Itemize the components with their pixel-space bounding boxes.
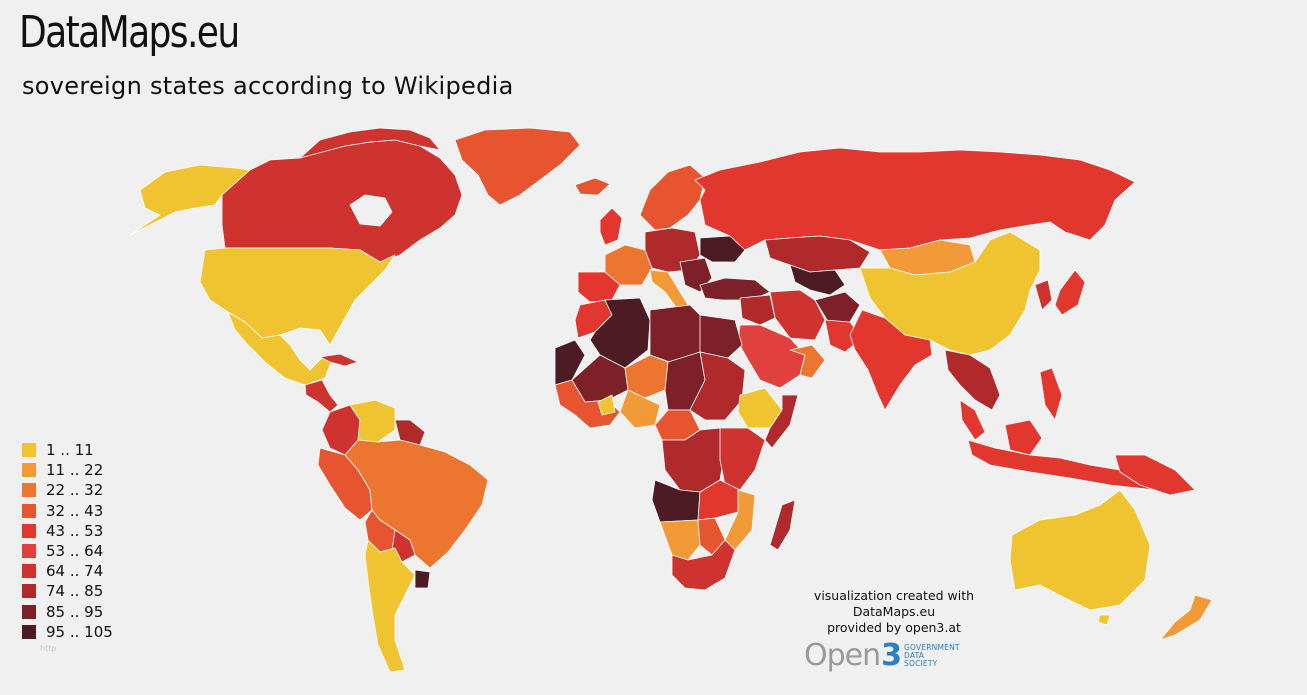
- region-greenland[interactable]: [454, 127, 581, 206]
- legend-swatch: [22, 564, 36, 579]
- open3-logo[interactable]: Open 3 GOVERNMENT DATA SOCIETY: [804, 638, 960, 673]
- legend-item: 53 .. 64: [22, 541, 113, 561]
- region-egypt[interactable]: [699, 314, 743, 359]
- legend-label: 85 .. 95: [46, 602, 104, 621]
- region-russia[interactable]: [694, 147, 1136, 251]
- legend-swatch: [22, 463, 36, 478]
- open3-sub-line: DATA: [904, 650, 925, 660]
- region-iraq-syria[interactable]: [739, 294, 776, 326]
- legend-label: 32 .. 43: [46, 501, 104, 520]
- region-philippines[interactable]: [1039, 367, 1063, 421]
- region-central-asia[interactable]: [789, 264, 846, 296]
- region-west-africa[interactable]: [554, 379, 621, 429]
- region-borneo[interactable]: [1004, 419, 1043, 456]
- map-legend: 1 .. 11 11 .. 22 22 .. 32 32 .. 43 43 ..…: [22, 440, 113, 642]
- open3-sub-line: GOVERNMENT: [904, 642, 960, 652]
- credit-block: visualization created with DataMaps.eu p…: [794, 588, 994, 636]
- region-korea[interactable]: [1034, 279, 1053, 311]
- legend-item: 95 .. 105: [22, 622, 113, 642]
- map-subtitle: sovereign states according to Wikipedia: [22, 72, 514, 100]
- legend-label: 1 .. 11: [46, 441, 94, 460]
- region-western-sahara[interactable]: [554, 339, 586, 386]
- region-nigeria[interactable]: [619, 389, 661, 429]
- region-alaska[interactable]: [129, 164, 251, 236]
- region-iran[interactable]: [769, 289, 826, 341]
- credit-line: provided by open3.at: [827, 620, 961, 635]
- legend-item: 22 .. 32: [22, 480, 113, 500]
- legend-label: 43 .. 53: [46, 521, 104, 540]
- region-central-america[interactable]: [304, 379, 339, 413]
- region-usa[interactable]: [199, 247, 396, 346]
- region-somalia[interactable]: [764, 394, 799, 449]
- legend-swatch: [22, 483, 36, 498]
- region-namibia[interactable]: [659, 519, 701, 561]
- region-japan[interactable]: [1054, 269, 1086, 316]
- legend-item: 32 .. 43: [22, 501, 113, 521]
- region-canada[interactable]: [221, 139, 463, 263]
- legend-swatch: [22, 604, 36, 619]
- region-ghana[interactable]: [597, 394, 616, 416]
- region-saudi-arabia[interactable]: [737, 324, 806, 389]
- brand-title: DataMaps.eu: [19, 7, 240, 58]
- region-arctic-islands[interactable]: [299, 127, 441, 159]
- legend-item: 43 .. 53: [22, 521, 113, 541]
- legend-item: 85 .. 95: [22, 602, 113, 622]
- legend-item: 11 .. 22: [22, 460, 113, 480]
- region-new-guinea[interactable]: [1114, 454, 1196, 496]
- legend-item: 1 .. 11: [22, 440, 113, 460]
- open3-logo-subtitle: GOVERNMENT DATA SOCIETY: [904, 642, 960, 668]
- region-south-africa[interactable]: [671, 539, 736, 591]
- region-sudan[interactable]: [689, 351, 746, 421]
- region-uruguay[interactable]: [414, 569, 431, 589]
- legend-swatch: [22, 544, 36, 559]
- legend-item: 74 .. 85: [22, 581, 113, 601]
- legend-label: 74 .. 85: [46, 582, 104, 601]
- open3-sub-line: SOCIETY: [904, 658, 938, 668]
- credit-line: visualization created with: [813, 588, 975, 603]
- legend-swatch: [22, 624, 36, 639]
- region-malaysia[interactable]: [959, 399, 986, 441]
- region-iceland[interactable]: [574, 177, 611, 196]
- faint-url-text: http: [40, 644, 57, 653]
- region-indochina[interactable]: [944, 349, 1001, 411]
- region-guianas[interactable]: [394, 419, 426, 446]
- region-new-zealand[interactable]: [1159, 594, 1213, 641]
- region-cuba[interactable]: [319, 353, 359, 367]
- region-australia[interactable]: [1009, 489, 1151, 611]
- region-tasmania[interactable]: [1097, 614, 1111, 626]
- credit-link[interactable]: DataMaps.eu: [852, 604, 936, 619]
- legend-swatch: [22, 443, 36, 458]
- open3-logo-word: Open: [804, 638, 881, 673]
- region-madagascar[interactable]: [769, 499, 796, 551]
- legend-swatch: [22, 523, 36, 538]
- legend-label: 22 .. 32: [46, 481, 104, 500]
- region-hudson-bay: [349, 194, 393, 227]
- region-india[interactable]: [849, 309, 933, 411]
- region-scandinavia[interactable]: [639, 164, 706, 231]
- region-uk[interactable]: [599, 207, 623, 246]
- legend-label: 53 .. 64: [46, 542, 104, 561]
- region-east-africa[interactable]: [719, 427, 766, 491]
- region-argentina[interactable]: [364, 539, 416, 673]
- legend-label: 64 .. 74: [46, 562, 104, 581]
- open3-logo-number: 3: [881, 638, 903, 673]
- legend-swatch: [22, 584, 36, 599]
- region-gulf[interactable]: [789, 344, 826, 379]
- legend-swatch: [22, 503, 36, 518]
- legend-item: 64 .. 74: [22, 561, 113, 581]
- legend-label: 11 .. 22: [46, 461, 104, 480]
- region-brazil[interactable]: [344, 439, 489, 569]
- region-venezuela[interactable]: [349, 399, 396, 443]
- legend-label: 95 .. 105: [46, 622, 113, 641]
